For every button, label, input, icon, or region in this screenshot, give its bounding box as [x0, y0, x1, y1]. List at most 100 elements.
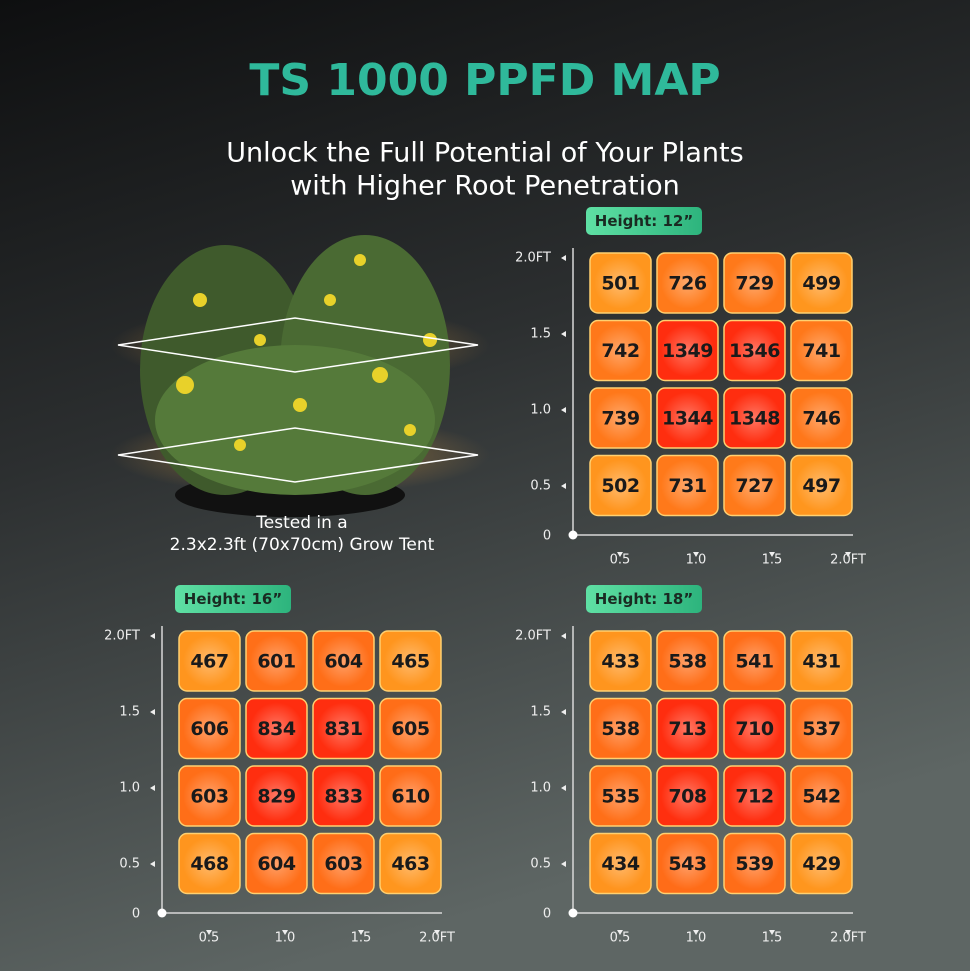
ppfd-value: 541: [735, 651, 773, 673]
ppfd-value: 431: [802, 651, 840, 673]
y-tick-arrow: [561, 407, 566, 413]
height-pill: [175, 585, 291, 613]
y-tick-arrow: [561, 861, 566, 867]
ppfd-value: 712: [735, 786, 773, 808]
cell-glow: [250, 770, 303, 822]
x-tick-label: 2.0FT: [830, 931, 866, 946]
x-tick-label: 1.0: [686, 553, 707, 568]
ppfd-value: 535: [601, 786, 639, 808]
ppfd-value: 502: [601, 475, 639, 497]
ppfd-value: 542: [802, 786, 840, 808]
y-tick-label: 1.5: [530, 327, 551, 342]
y-tick-arrow: [150, 633, 155, 639]
x-tick-arrow: [769, 930, 775, 935]
cell-glow: [728, 702, 781, 755]
ppfd-value: 731: [668, 475, 706, 497]
ppfd-value: 429: [802, 853, 840, 875]
ppfd-value: 463: [391, 853, 429, 875]
y-tick-label: 1.0: [119, 781, 140, 796]
x-tick-arrow: [282, 930, 288, 935]
ppfd-value: 497: [802, 475, 840, 497]
x-tick-label: 2.0FT: [830, 553, 866, 568]
ppfd-value: 468: [190, 853, 228, 875]
cell-glow: [250, 635, 303, 687]
cell-glow: [250, 702, 303, 755]
ppfd-value: 829: [257, 786, 295, 808]
x-tick-arrow: [845, 930, 851, 935]
cell-glow: [594, 324, 647, 377]
x-tick-arrow: [845, 552, 851, 557]
x-tick-label: 0.5: [199, 931, 220, 946]
cell-glow: [183, 635, 236, 687]
y-tick-label: 1.0: [530, 781, 551, 796]
subtitle: Unlock the Full Potential of Your Plants: [226, 138, 743, 169]
y-tick-arrow: [150, 785, 155, 791]
ppfd-value: 710: [735, 718, 773, 740]
cell-glow: [594, 459, 647, 512]
x-tick-label: 1.0: [275, 931, 296, 946]
ppfd-value: 726: [668, 273, 706, 295]
cell-glow: [384, 770, 437, 822]
y-tick-arrow: [150, 861, 155, 867]
cell-glow: [594, 837, 647, 890]
axis-origin: [157, 908, 167, 918]
cell-glow: [728, 392, 781, 444]
ppfd-value: 433: [601, 651, 639, 673]
x-tick-label: 1.5: [351, 931, 372, 946]
x-tick-label: 1.5: [762, 553, 783, 568]
cell-glow: [795, 702, 848, 755]
ppfd-value: 834: [257, 718, 295, 740]
y-tick-label: 2.0FT: [515, 251, 551, 266]
ppfd-value: 606: [190, 718, 228, 740]
cell-glow: [795, 837, 848, 890]
ppfd-value: 434: [601, 853, 639, 875]
ppfd-value: 833: [324, 786, 362, 808]
x-tick-arrow: [693, 552, 699, 557]
subtitle: with Higher Root Penetration: [290, 171, 680, 202]
y-tick-arrow: [561, 255, 566, 261]
cell-glow: [728, 837, 781, 890]
ppfd-value: 499: [802, 273, 840, 295]
plant-illustration: [110, 235, 490, 517]
cell-glow: [795, 324, 848, 377]
cell-glow: [795, 770, 848, 822]
ppfd-value: 746: [802, 408, 840, 430]
height-label: Height: 18”: [595, 590, 693, 608]
cell-glow: [728, 770, 781, 822]
ppfd-value: 831: [324, 718, 362, 740]
height-pill: [586, 207, 702, 235]
origin-label: 0: [543, 529, 551, 544]
ppfd-value: 501: [601, 273, 639, 295]
cell-glow: [183, 837, 236, 890]
ppfd-value: 605: [391, 718, 429, 740]
x-tick-arrow: [358, 930, 364, 935]
axis-origin: [568, 530, 578, 540]
ppfd-value: 601: [257, 651, 295, 673]
x-tick-arrow: [693, 930, 699, 935]
cell-glow: [384, 702, 437, 755]
height-label: Height: 12”: [595, 212, 693, 230]
cell-glow: [661, 257, 714, 309]
cell-glow: [661, 702, 714, 755]
cell-glow: [594, 635, 647, 687]
origin-label: 0: [132, 907, 140, 922]
cell-glow: [317, 837, 370, 890]
ppfd-value: 604: [257, 853, 295, 875]
title: TS 1000 PPFD MAP: [249, 55, 720, 106]
cell-glow: [317, 770, 370, 822]
cell-glow: [728, 459, 781, 512]
y-tick-label: 0.5: [119, 857, 140, 872]
x-tick-label: 0.5: [610, 931, 631, 946]
cell-glow: [728, 257, 781, 309]
origin-label: 0: [543, 907, 551, 922]
ppfd-value: 708: [668, 786, 706, 808]
ppfd-value: 465: [391, 651, 429, 673]
caption: Tested in a: [255, 513, 347, 533]
y-tick-label: 2.0FT: [104, 629, 140, 644]
ppfd-value: 610: [391, 786, 429, 808]
x-tick-arrow: [206, 930, 212, 935]
cell-glow: [594, 702, 647, 755]
ppfd-value: 1344: [662, 408, 713, 430]
